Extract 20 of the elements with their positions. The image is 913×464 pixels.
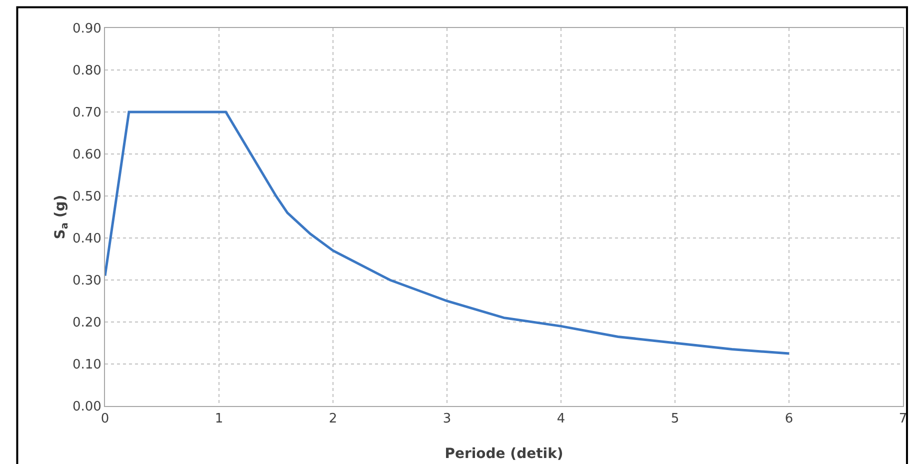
y-tick-label: 0.80 <box>72 64 102 79</box>
x-axis-title: Periode (detik) <box>444 446 564 462</box>
x-tick-label: 4 <box>556 412 566 427</box>
x-tick-label: 2 <box>328 412 338 427</box>
y-tick-label: 0.40 <box>72 232 102 247</box>
y-tick-label: 0.60 <box>72 148 102 163</box>
y-tick-label: 0.00 <box>72 400 102 415</box>
x-tick-label: 1 <box>214 412 224 427</box>
y-tick-label: 0.70 <box>72 106 102 121</box>
y-tick-label: 0.10 <box>72 358 102 373</box>
x-tick-label: 3 <box>442 412 452 427</box>
x-tick-label: 5 <box>670 412 680 427</box>
y-tick-label: 0.90 <box>72 22 102 37</box>
line-series <box>105 110 790 355</box>
x-tick-label: 0 <box>100 412 110 427</box>
y-tick-label: 0.20 <box>72 316 102 331</box>
x-tick-label: 6 <box>784 412 794 427</box>
y-tick-label: 0.50 <box>72 190 102 205</box>
x-tick-label: 7 <box>898 412 908 427</box>
y-tick-label: 0.30 <box>72 274 102 289</box>
